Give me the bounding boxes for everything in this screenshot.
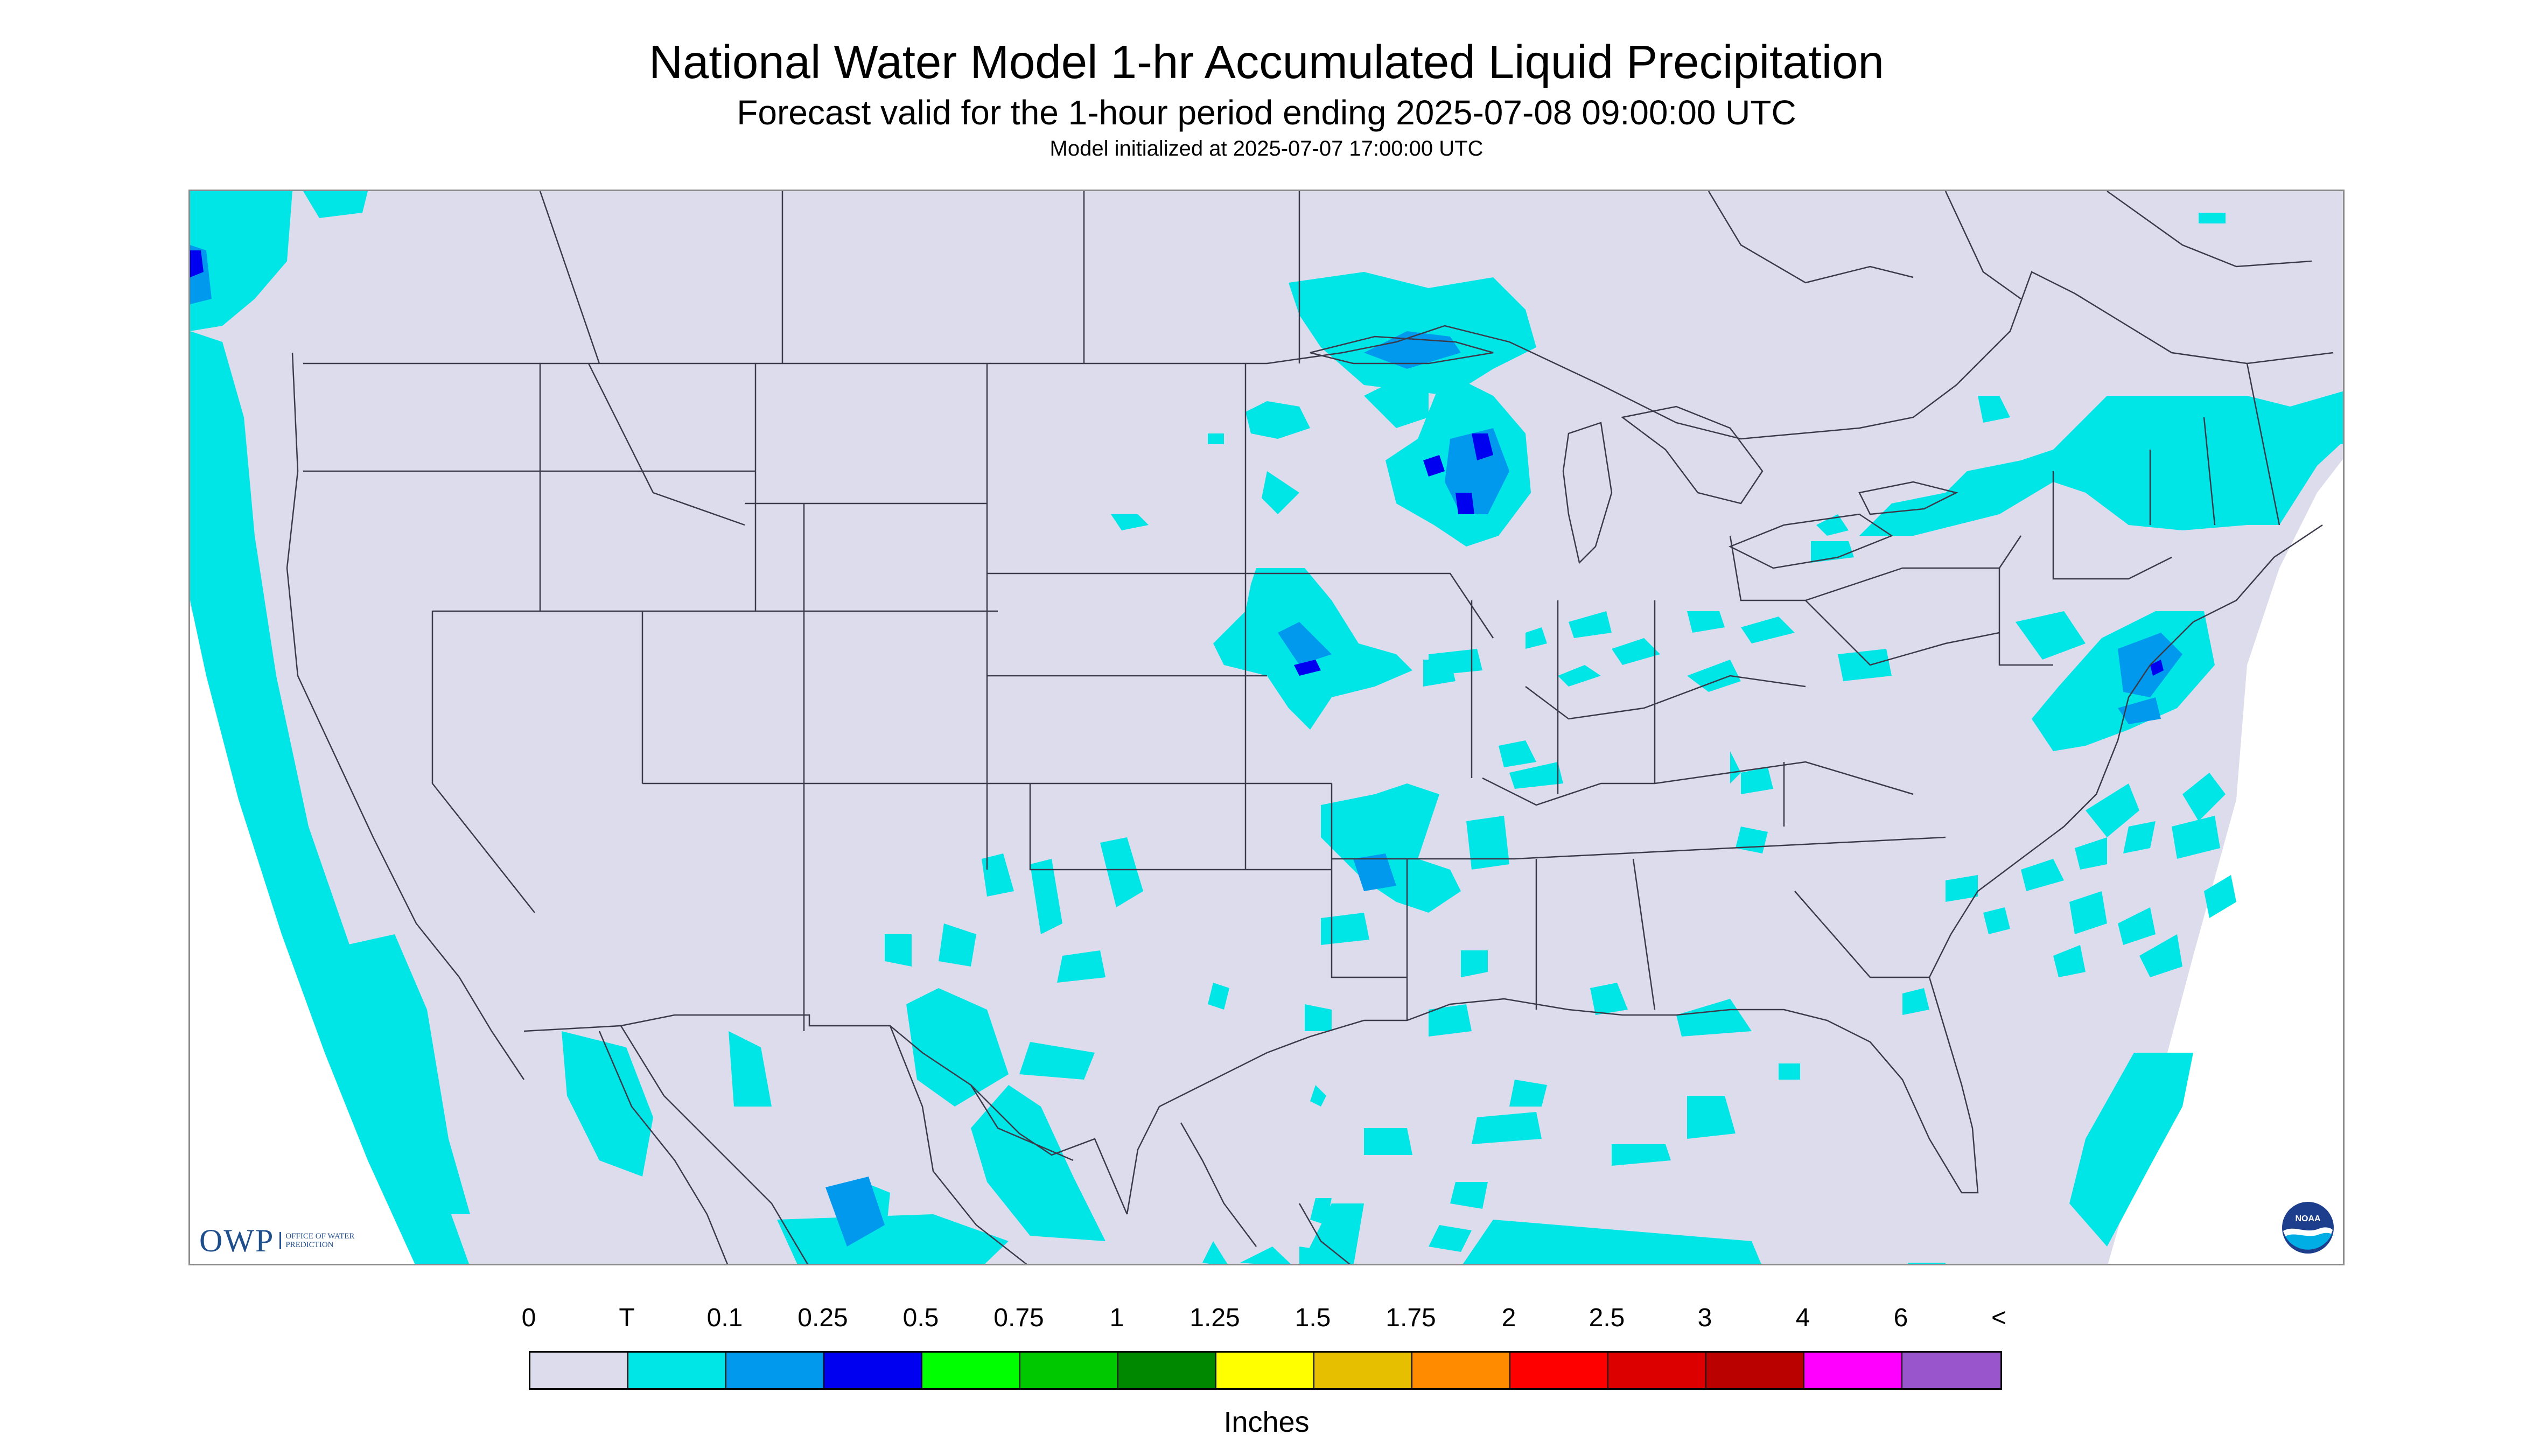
legend-label: 2 bbox=[1501, 1304, 1516, 1332]
legend-swatch bbox=[1412, 1353, 1510, 1388]
boundary-lines bbox=[286, 191, 2334, 1264]
legend-swatch bbox=[1314, 1353, 1412, 1388]
legend-label: 1 bbox=[1109, 1304, 1124, 1332]
legend-swatch bbox=[1216, 1353, 1314, 1388]
legend-label: T bbox=[619, 1304, 635, 1332]
legend-swatch bbox=[1020, 1353, 1118, 1388]
legend-swatch bbox=[1118, 1353, 1216, 1388]
precipitation-map bbox=[188, 190, 2345, 1265]
legend-swatch bbox=[1804, 1353, 1902, 1388]
legend-label: < bbox=[1991, 1304, 2007, 1332]
legend-swatch bbox=[1902, 1353, 2000, 1388]
legend-label: 0.1 bbox=[706, 1304, 743, 1332]
legend-label: 6 bbox=[1893, 1304, 1908, 1332]
legend-label: 0.5 bbox=[902, 1304, 939, 1332]
svg-text:NOAA: NOAA bbox=[2295, 1214, 2321, 1223]
legend-label: 0.75 bbox=[993, 1304, 1044, 1332]
owp-logo-name: OFFICE OF WATER PREDICTION bbox=[279, 1232, 355, 1249]
owp-logo: OWP OFFICE OF WATER PREDICTION bbox=[199, 1219, 355, 1262]
map-subtitle: Forecast valid for the 1-hour period end… bbox=[737, 93, 1796, 132]
legend-units: Inches bbox=[1223, 1406, 1310, 1438]
legend-label: 1.25 bbox=[1189, 1304, 1240, 1332]
legend-labels: 0 T 0.1 0.25 0.5 0.75 1 1.25 1.5 1.75 2 … bbox=[0, 1303, 2533, 1341]
legend-label: 4 bbox=[1795, 1304, 1810, 1332]
legend-swatch bbox=[922, 1353, 1020, 1388]
precip-moderate bbox=[190, 250, 2164, 676]
legend-swatch bbox=[628, 1353, 726, 1388]
model-domain bbox=[190, 191, 2343, 1264]
owp-logo-letters: OWP bbox=[199, 1222, 275, 1258]
map-title: National Water Model 1-hr Accumulated Li… bbox=[649, 36, 1884, 88]
legend-label: 1.75 bbox=[1386, 1304, 1436, 1332]
legend-swatch bbox=[1510, 1353, 1608, 1388]
color-legend-bar bbox=[529, 1351, 2002, 1390]
legend-swatch bbox=[824, 1353, 922, 1388]
legend-swatch bbox=[726, 1353, 824, 1388]
legend-label: 2.5 bbox=[1589, 1304, 1625, 1332]
legend-label: 1.5 bbox=[1295, 1304, 1331, 1332]
legend-label: 3 bbox=[1697, 1304, 1712, 1332]
model-init-line: Model initialized at 2025-07-07 17:00:00… bbox=[1049, 137, 1484, 160]
noaa-logo: NOAA bbox=[2281, 1201, 2335, 1255]
legend-label: 0 bbox=[521, 1304, 536, 1332]
legend-swatch bbox=[1706, 1353, 1804, 1388]
legend-label: 0.25 bbox=[797, 1304, 848, 1332]
legend-swatch bbox=[1608, 1353, 1706, 1388]
legend-swatch bbox=[530, 1353, 628, 1388]
